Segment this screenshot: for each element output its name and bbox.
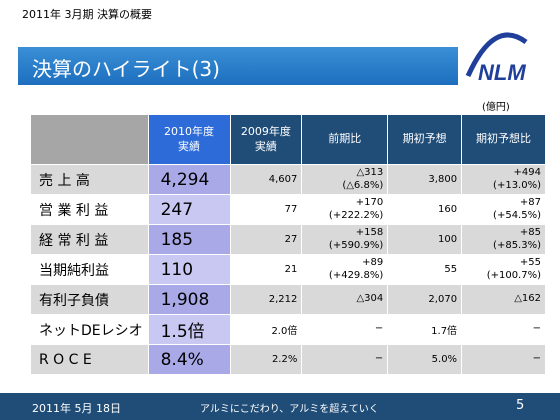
yoy-cell: +158 (+590.9%) bbox=[301, 224, 389, 255]
forecast-value: 100 bbox=[387, 224, 463, 255]
diff-value: − bbox=[374, 353, 384, 365]
table-row: 有利子負債 1,908 2,212 △304 2,070 △162 bbox=[30, 284, 546, 315]
row-label: 営 業 利 益 bbox=[30, 194, 149, 225]
diff-value: +494 bbox=[513, 167, 541, 178]
table-row: 経 常 利 益 185 27 +158 (+590.9%) 100 +85 (+85.3%) bbox=[30, 224, 546, 255]
forecast-diff-cell: +85 (+85.3%) bbox=[461, 224, 546, 255]
slide-title: 決算のハイライト(3) bbox=[18, 47, 458, 85]
yoy-cell: − bbox=[301, 314, 389, 345]
diff-percent: (+13.0%) bbox=[493, 179, 541, 191]
unit-label: (億円) bbox=[482, 102, 510, 113]
forecast-value: 3,800 bbox=[387, 164, 463, 195]
footer-slogan: アルミにこだわり、アルミを超えていく bbox=[200, 404, 379, 415]
row-label: 売 上 高 bbox=[30, 164, 149, 195]
previous-value: 4,607 bbox=[229, 164, 303, 195]
diff-value: − bbox=[374, 323, 384, 335]
forecast-diff-cell: +87 (+54.5%) bbox=[461, 194, 546, 225]
footer-date: 2011年 5月 18日 bbox=[32, 402, 121, 415]
forecast-diff-cell: − bbox=[461, 344, 546, 375]
yoy-cell: +89 (+429.8%) bbox=[301, 254, 389, 285]
yoy-cell: +170 (+222.2%) bbox=[301, 194, 389, 225]
diff-percent: (+100.7%) bbox=[486, 269, 541, 281]
previous-value: 77 bbox=[229, 194, 303, 225]
yoy-cell: △304 bbox=[301, 284, 389, 315]
forecast-value: 55 bbox=[387, 254, 463, 285]
col-header-text: 期初予想比 bbox=[476, 132, 532, 146]
previous-value: 2,212 bbox=[229, 284, 303, 315]
diff-value: △162 bbox=[514, 293, 541, 305]
table-row: 当期純利益 110 21 +89 (+429.8%) 55 +55 (+100.7%) bbox=[30, 254, 546, 285]
forecast-diff-cell: − bbox=[461, 314, 546, 345]
diff-percent: (+590.9%) bbox=[328, 239, 384, 251]
page-number: 5 bbox=[516, 398, 525, 413]
col-header-text: 2009年度 実績 bbox=[240, 125, 291, 153]
company-logo: NLM bbox=[465, 32, 528, 85]
col-header-text: 期初予想 bbox=[402, 132, 447, 146]
table-header-row: 2010年度 実績 2009年度 実績 前期比 期初予想 期初予想比 bbox=[30, 114, 546, 165]
current-value: 247 bbox=[147, 194, 231, 225]
forecast-diff-cell: +55 (+100.7%) bbox=[461, 254, 546, 285]
col-header-current: 2010年度 実績 bbox=[147, 114, 231, 165]
current-value: 185 bbox=[147, 224, 231, 255]
yoy-cell: − bbox=[301, 344, 389, 375]
diff-percent: (+85.3%) bbox=[493, 239, 541, 251]
previous-value: 27 bbox=[229, 224, 303, 255]
previous-value: 2.0倍 bbox=[229, 314, 303, 345]
diff-value: − bbox=[532, 353, 541, 365]
diff-value: +55 bbox=[519, 257, 541, 268]
forecast-diff-cell: +494 (+13.0%) bbox=[461, 164, 546, 195]
row-label: 経 常 利 益 bbox=[30, 224, 149, 255]
table-row: ネットDEレシオ 1.5倍 2.0倍 −1.7倍 − bbox=[30, 314, 546, 345]
col-header-previous: 2009年度 実績 bbox=[229, 114, 303, 165]
diff-percent: (+429.8%) bbox=[328, 269, 384, 281]
col-header-forecast-diff: 期初予想比 bbox=[461, 114, 546, 165]
diff-value: +170 bbox=[355, 197, 384, 208]
diff-value: +89 bbox=[362, 257, 384, 268]
col-header-yoy: 前期比 bbox=[301, 114, 389, 165]
diff-percent: (△6.8%) bbox=[342, 179, 384, 191]
diff-percent: (+222.2%) bbox=[328, 209, 384, 221]
logo-text: NLM bbox=[478, 60, 526, 85]
slide-title-text: 決算のハイライト(3) bbox=[32, 57, 220, 81]
footer-divider bbox=[0, 393, 560, 395]
forecast-value: 5.0% bbox=[387, 344, 463, 375]
row-label: 有利子負債 bbox=[30, 284, 149, 315]
highlights-table: 2010年度 実績 2009年度 実績 前期比 期初予想 期初予想比 売 上 高… bbox=[30, 114, 546, 375]
current-value: 4,294 bbox=[147, 164, 231, 195]
table-row: 売 上 高 4,294 4,607 △313 (△6.8%) 3,800 +494 (+13.… bbox=[30, 164, 546, 195]
current-value: 8.4% bbox=[147, 344, 231, 375]
forecast-value: 1.7倍 bbox=[387, 314, 463, 345]
previous-value: 2.2% bbox=[229, 344, 303, 375]
col-header-text: 前期比 bbox=[328, 132, 362, 146]
forecast-diff-cell: △162 bbox=[461, 284, 546, 315]
current-value: 110 bbox=[147, 254, 231, 285]
previous-value: 21 bbox=[229, 254, 303, 285]
table-row: 営 業 利 益 247 77 +170 (+222.2%) 160 +87 (+54.5%) bbox=[30, 194, 546, 225]
diff-value: +87 bbox=[519, 197, 541, 208]
row-label: R O C E bbox=[30, 344, 149, 375]
diff-value: △304 bbox=[356, 293, 384, 305]
footer-bar bbox=[0, 395, 560, 420]
diff-value: △313 bbox=[356, 167, 384, 178]
yoy-cell: △313 (△6.8%) bbox=[301, 164, 389, 195]
current-value: 1.5倍 bbox=[147, 314, 231, 345]
col-header-forecast: 期初予想 bbox=[387, 114, 463, 165]
diff-value: − bbox=[532, 323, 541, 335]
diff-value: +85 bbox=[519, 227, 541, 238]
corner-cell bbox=[30, 114, 149, 165]
diff-value: +158 bbox=[355, 227, 384, 238]
col-header-text: 2010年度 実績 bbox=[164, 125, 215, 153]
period-label: 2011年 3月期 決算の概要 bbox=[22, 8, 152, 21]
forecast-value: 2,070 bbox=[387, 284, 463, 315]
diff-percent: (+54.5%) bbox=[493, 209, 541, 221]
row-label: 当期純利益 bbox=[30, 254, 149, 285]
row-label: ネットDEレシオ bbox=[30, 314, 149, 345]
forecast-value: 160 bbox=[387, 194, 463, 225]
current-value: 1,908 bbox=[147, 284, 231, 315]
table-row: R O C E 8.4% 2.2% −5.0% − bbox=[30, 344, 546, 375]
